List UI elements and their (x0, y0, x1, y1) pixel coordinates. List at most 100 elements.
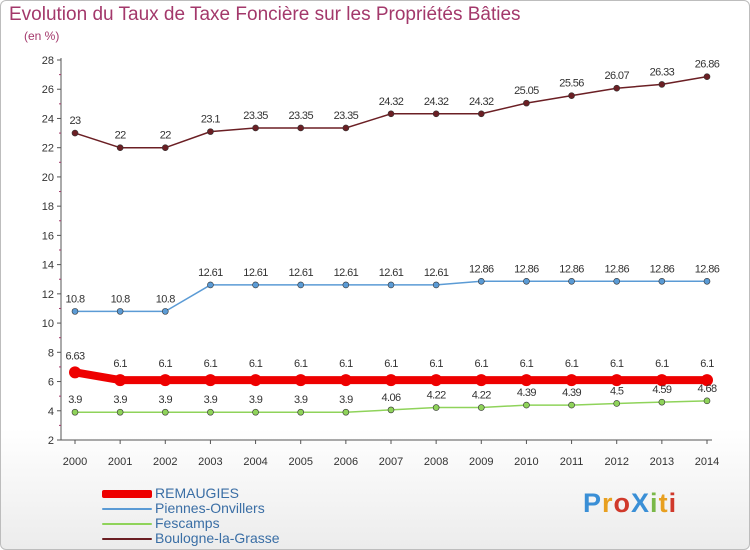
data-point-fescamps (297, 408, 305, 416)
data-label-remaugies: 6.1 (520, 358, 534, 370)
data-label-piennes-onvillers: 10.8 (65, 293, 84, 305)
data-label-remaugies: 6.1 (700, 358, 714, 370)
data-label-boulogne-la-grasse: 22 (115, 130, 127, 142)
data-label-remaugies: 6.1 (204, 358, 218, 370)
data-label-fescamps: 3.9 (339, 394, 353, 406)
data-point-remaugies (475, 374, 488, 387)
x-tick-label: 2013 (650, 456, 674, 468)
data-label-piennes-onvillers: 12.86 (695, 263, 720, 275)
data-point-piennes-onvillers (658, 277, 666, 285)
data-label-remaugies: 6.1 (294, 358, 308, 370)
data-label-piennes-onvillers: 12.86 (469, 263, 494, 275)
data-label-boulogne-la-grasse: 26.33 (650, 66, 675, 78)
data-label-boulogne-la-grasse: 23.35 (243, 110, 268, 122)
y-tick-label: 18 (42, 201, 54, 213)
x-tick-label: 2012 (604, 456, 628, 468)
data-point-fescamps (207, 408, 214, 416)
data-point-fescamps (523, 401, 530, 409)
data-label-remaugies: 6.1 (159, 358, 173, 370)
data-label-fescamps: 3.9 (249, 394, 263, 406)
data-point-remaugies (520, 374, 533, 387)
x-tick-label: 2003 (198, 456, 222, 468)
y-tick-label: 14 (42, 260, 54, 272)
data-label-fescamps: 4.5 (610, 385, 624, 397)
x-tick-label: 2008 (424, 456, 448, 468)
data-label-boulogne-la-grasse: 24.32 (424, 96, 449, 108)
x-tick-label: 2002 (153, 456, 177, 468)
data-label-piennes-onvillers: 12.61 (288, 267, 313, 279)
data-point-fescamps (387, 406, 395, 414)
x-tick-label: 2001 (108, 456, 132, 468)
data-point-fescamps (161, 408, 169, 416)
x-tick-label: 2005 (288, 456, 312, 468)
logo-letter: i (668, 488, 678, 518)
data-point-boulogne-la-grasse (252, 124, 259, 132)
data-point-boulogne-la-grasse (568, 92, 575, 99)
data-label-boulogne-la-grasse: 24.32 (379, 96, 404, 108)
x-tick-label: 2009 (469, 456, 493, 468)
data-label-boulogne-la-grasse: 25.05 (514, 85, 539, 97)
legend-swatch (102, 507, 152, 510)
legend-swatch (102, 489, 152, 498)
x-tick-label: 2011 (560, 456, 584, 468)
data-label-remaugies: 6.1 (655, 358, 669, 370)
data-point-piennes-onvillers (207, 281, 214, 289)
data-label-remaugies: 6.1 (475, 358, 489, 370)
data-point-piennes-onvillers (523, 277, 530, 285)
x-tick-label: 2000 (63, 456, 87, 468)
x-tick-label: 2004 (243, 456, 267, 468)
data-point-boulogne-la-grasse (703, 73, 711, 80)
data-point-boulogne-la-grasse (161, 144, 169, 151)
data-point-boulogne-la-grasse (523, 99, 530, 107)
x-tick-label: 2006 (334, 456, 358, 468)
legend-item-piennes-onvillers: Piennes-Onvillers (102, 501, 280, 516)
y-tick-label: 2 (48, 435, 54, 447)
data-point-fescamps (613, 400, 621, 407)
data-point-boulogne-la-grasse (387, 110, 395, 118)
data-label-fescamps: 3.9 (204, 394, 218, 406)
logo-letter: P (583, 488, 603, 518)
data-label-piennes-onvillers: 12.61 (379, 267, 404, 279)
y-tick-label: 22 (42, 143, 54, 155)
data-point-piennes-onvillers (432, 281, 440, 289)
data-label-fescamps: 3.9 (113, 394, 127, 406)
data-label-piennes-onvillers: 12.86 (604, 263, 629, 275)
data-label-remaugies: 6.1 (610, 358, 624, 370)
data-label-piennes-onvillers: 12.86 (650, 263, 675, 275)
data-point-fescamps (116, 408, 124, 416)
data-label-piennes-onvillers: 12.61 (198, 267, 223, 279)
y-tick-label: 16 (42, 230, 54, 242)
data-label-remaugies: 6.1 (429, 358, 443, 370)
data-point-remaugies (701, 374, 713, 387)
data-label-remaugies: 6.1 (339, 358, 353, 370)
data-point-boulogne-la-grasse (432, 110, 440, 118)
data-point-boulogne-la-grasse (297, 124, 305, 132)
data-point-remaugies (339, 374, 352, 387)
y-tick-label: 10 (42, 318, 54, 330)
data-point-piennes-onvillers (613, 277, 621, 285)
data-label-boulogne-la-grasse: 23.1 (201, 114, 220, 126)
data-label-fescamps: 4.39 (562, 387, 581, 399)
data-label-piennes-onvillers: 12.61 (243, 267, 268, 279)
legend-label: REMAUGIES (155, 485, 240, 501)
y-tick-label: 26 (42, 84, 54, 96)
data-label-piennes-onvillers: 12.61 (424, 267, 449, 279)
legend-swatch (102, 522, 152, 525)
data-point-fescamps (658, 398, 666, 406)
data-point-piennes-onvillers (703, 277, 711, 285)
data-label-boulogne-la-grasse: 24.32 (469, 96, 494, 108)
data-label-fescamps: 3.9 (159, 394, 173, 406)
data-point-remaugies (294, 374, 307, 387)
data-label-fescamps: 4.22 (427, 390, 446, 402)
data-label-remaugies: 6.1 (384, 358, 398, 370)
proxiti-logo: ProXiti (583, 488, 677, 519)
data-label-piennes-onvillers: 10.8 (156, 293, 175, 305)
data-label-piennes-onvillers: 12.86 (514, 263, 539, 275)
legend-label: Piennes-Onvillers (155, 500, 265, 516)
data-point-piennes-onvillers (387, 281, 395, 289)
data-point-boulogne-la-grasse (477, 110, 485, 118)
y-tick-label: 6 (48, 377, 54, 389)
data-point-piennes-onvillers (161, 308, 169, 315)
y-tick-label: 12 (42, 289, 54, 301)
